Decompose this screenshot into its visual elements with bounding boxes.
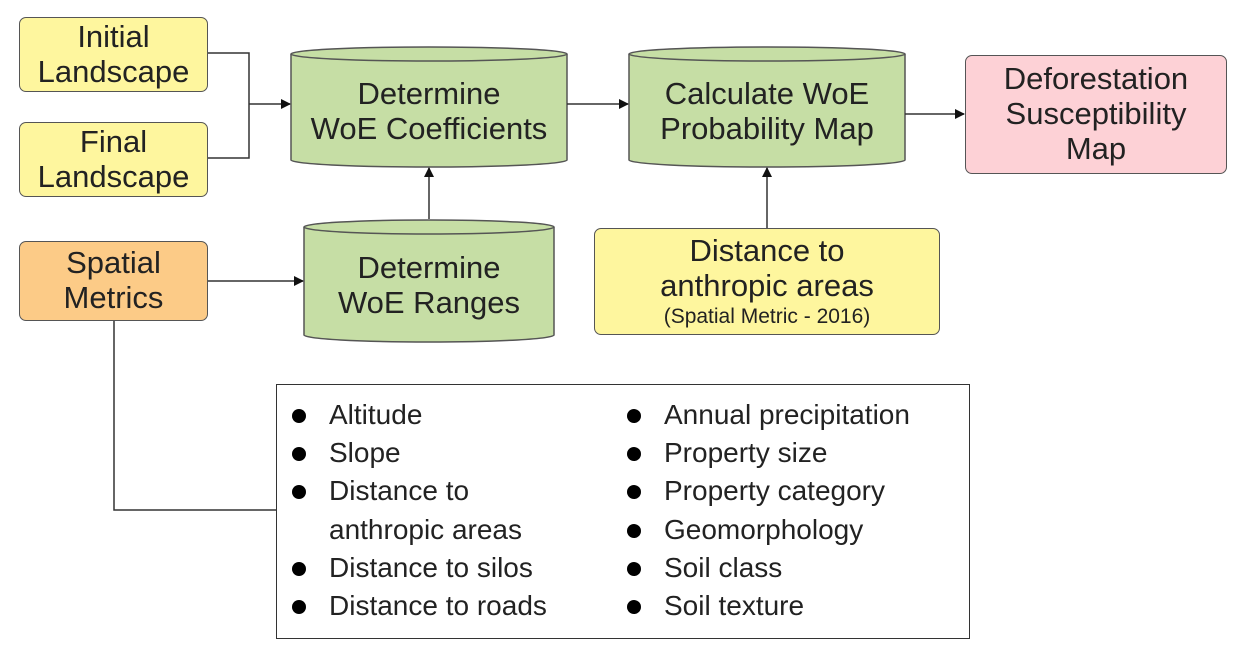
node-deforestation-map-line-3: Map bbox=[1065, 130, 1127, 166]
list-item-text: Distance to roads bbox=[329, 590, 547, 622]
list-item: Property size bbox=[612, 434, 967, 472]
node-distance-anthropic-line-1: Distance to bbox=[689, 233, 845, 269]
list-item-text: Property category bbox=[664, 475, 885, 507]
node-final-landscape: Final Landscape bbox=[19, 122, 208, 197]
list-item-text: Altitude bbox=[329, 399, 423, 430]
list-item: Soil texture bbox=[612, 587, 967, 625]
label-determine-ranges-line-2: WoE Ranges bbox=[337, 285, 521, 320]
spatial-metrics-list-box: Altitude Slope Distance to anthropic are… bbox=[276, 384, 970, 639]
node-initial-landscape-line-1: Initial bbox=[77, 18, 150, 54]
label-determine-coefficients-line-2: WoE Coefficients bbox=[310, 111, 548, 146]
list-item-text: Distance to anthropic areas bbox=[329, 475, 523, 545]
node-distance-anthropic-subtitle: (Spatial Metric - 2016) bbox=[663, 305, 871, 329]
metrics-list-right: Annual precipitation Property size Prope… bbox=[612, 396, 967, 625]
label-determine-ranges-line-1: Determine bbox=[357, 250, 501, 286]
cylinder-determine-coefficients bbox=[290, 46, 568, 168]
list-item-text: Property size bbox=[664, 437, 828, 469]
node-deforestation-map-line-2: Susceptibility bbox=[1005, 96, 1187, 132]
label-determine-coefficients-line-1: Determine bbox=[357, 76, 501, 112]
cylinder-determine-ranges bbox=[303, 219, 555, 343]
label-calculate-probability-line-2: Probability Map bbox=[660, 111, 874, 146]
list-item-text: Annual precipitation bbox=[664, 399, 910, 430]
node-spatial-metrics: Spatial Metrics bbox=[19, 241, 208, 321]
node-deforestation-map-line-1: Deforestation bbox=[1003, 61, 1189, 97]
node-initial-landscape-line-2: Landscape bbox=[37, 53, 190, 89]
list-item: Property category bbox=[612, 472, 967, 510]
node-spatial-metrics-line-2: Metrics bbox=[63, 280, 164, 315]
connector-metrics-to-list bbox=[113, 321, 276, 511]
node-initial-landscape: Initial Landscape bbox=[19, 17, 208, 92]
connector-initial-landscape bbox=[208, 52, 250, 104]
list-item: Distance to roads bbox=[277, 587, 607, 625]
list-item-text: Soil class bbox=[664, 551, 783, 583]
list-item-text: Soil texture bbox=[664, 590, 805, 622]
node-final-landscape-line-1: Final bbox=[79, 123, 148, 159]
node-final-landscape-line-2: Landscape bbox=[37, 158, 190, 194]
label-determine-ranges: Determine WoE Ranges bbox=[304, 236, 554, 336]
label-calculate-probability-line-1: Calculate WoE bbox=[664, 76, 870, 112]
list-item-text: Distance to silos bbox=[329, 551, 533, 583]
label-calculate-probability: Calculate WoE Probability Map bbox=[629, 62, 905, 162]
list-item: Soil class bbox=[612, 549, 967, 587]
list-item-text: Geomorphology bbox=[664, 513, 864, 545]
list-item-text: Slope bbox=[329, 437, 401, 469]
node-deforestation-map: Deforestation Susceptibility Map bbox=[965, 55, 1227, 174]
list-item: Altitude bbox=[277, 396, 607, 434]
node-distance-anthropic: Distance to anthropic areas (Spatial Met… bbox=[594, 228, 940, 335]
node-distance-anthropic-line-2: anthropic areas bbox=[660, 267, 874, 303]
list-item: Distance to silos bbox=[277, 549, 607, 587]
list-item: Annual precipitation bbox=[612, 396, 967, 434]
node-spatial-metrics-line-1: Spatial bbox=[66, 245, 161, 281]
list-item: Slope bbox=[277, 434, 607, 472]
cylinder-calculate-probability bbox=[628, 46, 906, 168]
label-determine-coefficients: Determine WoE Coefficients bbox=[291, 62, 567, 162]
list-item: Geomorphology bbox=[612, 511, 967, 549]
metrics-list-left: Altitude Slope Distance to anthropic are… bbox=[277, 396, 607, 625]
list-item: Distance to anthropic areas bbox=[277, 472, 559, 548]
connector-final-landscape bbox=[208, 104, 250, 159]
